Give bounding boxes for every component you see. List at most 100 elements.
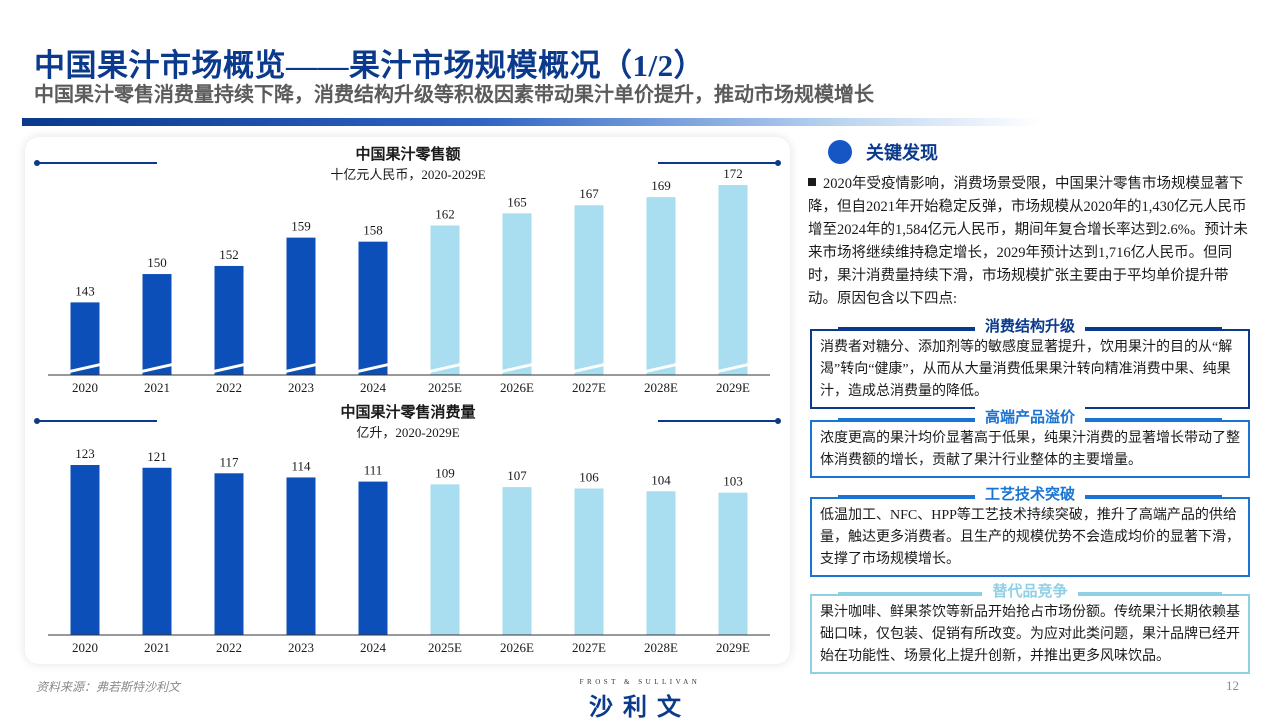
tick-label-2027E: 2027E (572, 380, 606, 395)
tick-label-2028E: 2028E (644, 380, 678, 395)
bar-2024 (358, 481, 388, 635)
tick-label-2026E: 2026E (500, 380, 534, 395)
findings-header: 关键发现 (828, 139, 938, 165)
data-label-2020: 123 (75, 446, 95, 461)
axis-break-mark (285, 363, 317, 373)
tick-label-2029E: 2029E (716, 640, 750, 655)
axis-break-mark (645, 363, 677, 373)
data-label-2025E: 162 (435, 206, 455, 221)
bar-2021 (142, 274, 172, 375)
data-label-2027E: 106 (579, 469, 599, 484)
tick-label-2023: 2023 (288, 640, 314, 655)
data-label-2022: 117 (219, 454, 239, 469)
finding-box-4-title: 替代品竞争 (982, 581, 1078, 603)
tick-label-2021: 2021 (144, 640, 170, 655)
finding-box-3-title: 工艺技术突破 (974, 484, 1085, 506)
data-label-2025E: 109 (435, 465, 455, 480)
tick-label-2021: 2021 (144, 380, 170, 395)
tick-label-2029E: 2029E (716, 380, 750, 395)
page-title: 中国果汁市场概览——果汁市场规模概况（1/2） (34, 48, 706, 83)
finding-box-2-title: 高端产品溢价 (974, 407, 1085, 429)
axis-break-mark (141, 363, 173, 373)
finding-box-3: 工艺技术突破 低温加工、NFC、HPP等工艺技术持续突破，推升了高端产品的供给量… (810, 484, 1250, 577)
tick-label-2025E: 2025E (428, 380, 462, 395)
findings-main: 2020年受疫情影响，消费场景受限，中国果汁零售市场规模显著下降，但自2021年… (808, 173, 1248, 311)
tick-label-2024: 2024 (360, 640, 387, 655)
bar-2028E (646, 491, 676, 635)
axis-break-mark (573, 363, 605, 373)
bar-2022 (214, 473, 244, 635)
bar-2029E (718, 185, 748, 375)
company-logo: FROST & SULLIVAN 沙利文 (565, 678, 715, 722)
data-label-2023: 114 (291, 458, 311, 473)
findings-title: 关键发现 (866, 143, 938, 163)
data-label-2029E: 103 (723, 474, 743, 489)
findings-main-text: 2020年受疫情影响，消费场景受限，中国果汁零售市场规模显著下降，但自2021年… (808, 176, 1248, 307)
deco-dot-left (34, 160, 40, 166)
data-label-2021: 150 (147, 255, 167, 270)
chart-2-subtitle: 亿升，2020-2029E (356, 425, 459, 440)
data-label-2020: 143 (75, 283, 95, 298)
bar-2020 (70, 302, 100, 375)
title-divider (22, 118, 1042, 126)
finding-box-1-text: 消费者对糖分、添加剂等的敏感度显著提升，饮用果汁的目的从“解渴”转向“健康”，从… (820, 340, 1233, 399)
bar-2024 (358, 241, 388, 375)
axis-break-mark (717, 363, 749, 373)
data-label-2024: 158 (363, 223, 383, 238)
logo-main-text: 沙利文 (589, 695, 691, 721)
bar-2028E (646, 197, 676, 375)
axis-break-mark (429, 363, 461, 373)
tick-label-2022: 2022 (216, 380, 242, 395)
page-number: 12 (1226, 678, 1239, 693)
source-note: 资料来源：弗若斯特沙利文 (36, 680, 181, 694)
finding-box-1-title: 消费结构升级 (974, 316, 1085, 338)
tick-label-2026E: 2026E (500, 640, 534, 655)
bar-2020 (70, 465, 100, 635)
tick-label-2027E: 2027E (572, 640, 606, 655)
bar-2021 (142, 467, 172, 635)
tick-label-2023: 2023 (288, 380, 314, 395)
data-label-2026E: 107 (507, 468, 527, 483)
data-label-2021: 121 (147, 449, 167, 464)
tick-label-2020: 2020 (72, 640, 98, 655)
data-label-2028E: 169 (651, 178, 671, 193)
data-label-2026E: 165 (507, 194, 527, 209)
chart-1-title: 中国果汁零售额 (355, 145, 460, 163)
finding-box-1: 消费结构升级 消费者对糖分、添加剂等的敏感度显著提升，饮用果汁的目的从“解渴”转… (810, 316, 1250, 409)
deco-dot-right (775, 160, 781, 166)
tick-label-2020: 2020 (72, 380, 98, 395)
bar-2029E (718, 492, 748, 635)
bar-2022 (214, 265, 244, 375)
tick-label-2024: 2024 (360, 380, 387, 395)
finding-box-4: 替代品竞争 果汁咖啡、鲜果茶饮等新品开始抢占市场份额。传统果汁长期依赖基础口味，… (810, 581, 1250, 674)
axis-break-mark (69, 363, 101, 373)
square-bullet-icon (808, 178, 816, 186)
axis-break-mark (213, 363, 245, 373)
finding-box-2-text: 浓度更高的果汁均价显著高于低果，纯果汁消费的显著增长带动了整体消费额的增长，贡献… (820, 431, 1240, 468)
data-label-2024: 111 (364, 463, 383, 478)
bar-2027E (574, 488, 604, 635)
bullet-dot-icon (828, 140, 852, 164)
bar-2023 (286, 237, 316, 375)
bar-2023 (286, 477, 316, 635)
finding-box-4-text: 果汁咖啡、鲜果茶饮等新品开始抢占市场份额。传统果汁长期依赖基础口味，仅包装、促销… (820, 605, 1240, 664)
page-subtitle: 中国果汁零售消费量持续下降，消费结构升级等积极因素带动果汁单价提升，推动市场规模… (34, 84, 874, 106)
tick-label-2025E: 2025E (428, 640, 462, 655)
finding-box-2: 高端产品溢价 浓度更高的果汁均价显著高于低果，纯果汁消费的显著增长带动了整体消费… (810, 407, 1250, 478)
logo-small-text: FROST & SULLIVAN (579, 678, 701, 686)
data-label-2023: 159 (291, 219, 311, 234)
axis-break-mark (357, 363, 389, 373)
data-label-2029E: 172 (723, 166, 743, 181)
data-label-2028E: 104 (651, 472, 671, 487)
data-label-2027E: 167 (579, 186, 599, 201)
bar-2025E (430, 225, 460, 375)
bar-2025E (430, 484, 460, 635)
bar-2026E (502, 487, 532, 635)
finding-box-3-text: 低温加工、NFC、HPP等工艺技术持续突破，推升了高端产品的供给量，触达更多消费… (820, 508, 1240, 567)
deco-dot-right (775, 418, 781, 424)
chart-2-title: 中国果汁零售消费量 (340, 403, 475, 421)
charts-card: 中国果汁零售额 十亿元人民币，2020-2029E 143 2020 150 2021 15… (25, 137, 790, 664)
